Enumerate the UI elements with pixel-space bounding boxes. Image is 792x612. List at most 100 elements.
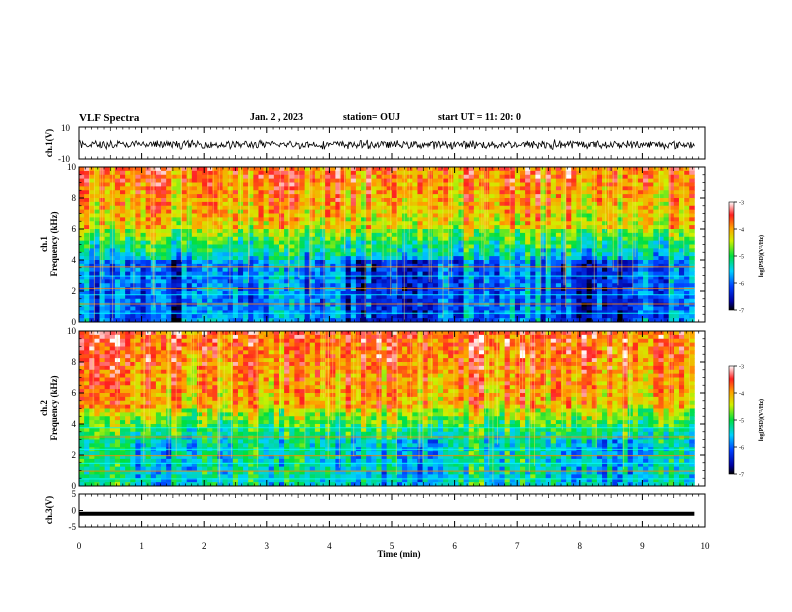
- spectrogram-cell: [248, 201, 254, 207]
- spectrogram-cell: [453, 310, 459, 315]
- spectrogram-cell: [89, 260, 95, 265]
- spectrogram-cell: [663, 213, 670, 218]
- spectrogram-cell: [273, 275, 280, 280]
- spectrogram-cell: [504, 213, 511, 218]
- spectrogram-cell: [627, 194, 634, 199]
- spectrogram-cell: [253, 167, 259, 172]
- spectrogram-cell: [253, 283, 259, 288]
- spectrogram-cell: [135, 302, 141, 307]
- spectrogram-cell: [684, 263, 690, 269]
- spectrogram-cell: [653, 244, 659, 249]
- spectrogram-cell: [504, 174, 511, 180]
- spectrogram-cell: [653, 182, 659, 187]
- spectrogram-cell: [89, 190, 95, 195]
- spectrogram-cell: [176, 271, 182, 276]
- spectrogram-cell: [504, 190, 511, 195]
- spectrogram-cell: [345, 260, 352, 265]
- spectrogram-cell: [309, 318, 316, 323]
- spectrogram-cell: [412, 275, 418, 280]
- spectrogram-cell: [443, 225, 449, 230]
- spectrogram-cell: [171, 225, 177, 230]
- spectrogram-cell: [458, 205, 464, 211]
- spectrogram-cell: [186, 248, 193, 253]
- spectrogram-cell: [612, 221, 618, 226]
- spectrogram-cell: [340, 209, 347, 214]
- spectrogram-cell: [202, 252, 208, 257]
- spectrogram-cell: [596, 205, 603, 211]
- spectrogram-cell: [381, 256, 388, 261]
- spectrogram-cell: [366, 182, 372, 187]
- spectrogram-cell: [109, 190, 116, 195]
- spectrogram-cell: [84, 182, 90, 187]
- spectrogram-cell: [273, 248, 280, 253]
- spectrogram-cell: [468, 201, 475, 207]
- spectrogram-cell: [607, 217, 613, 222]
- spectrogram-cell: [484, 244, 490, 249]
- spectrogram-cell: [109, 287, 116, 292]
- spectrogram-cell: [581, 236, 588, 242]
- spectrogram-cell: [84, 201, 90, 207]
- spectrogram-cell: [448, 306, 454, 311]
- spectrogram-cell: [320, 279, 326, 284]
- spectrogram-cell: [355, 205, 362, 211]
- spectrogram-cell: [596, 186, 603, 191]
- spectrogram-cell: [366, 190, 372, 195]
- spectrogram-cell: [243, 229, 249, 234]
- spectrogram-cell: [273, 201, 280, 207]
- spectrogram-cell: [617, 279, 623, 284]
- spectrogram-cell: [648, 240, 654, 245]
- spectrogram-cell: [355, 318, 362, 323]
- spectrogram-cell: [145, 198, 152, 203]
- spectrogram-cell: [125, 318, 131, 323]
- spectrogram-cell: [484, 306, 490, 311]
- spectrogram-cell: [653, 287, 659, 292]
- spectrogram-cell: [155, 186, 162, 191]
- spectrogram-cell: [222, 236, 229, 242]
- spectrogram-cell: [653, 279, 659, 284]
- spectrogram-cell: [396, 232, 403, 238]
- spectrogram-cell: [309, 287, 316, 292]
- spectrogram-cell: [622, 229, 629, 234]
- spectrogram-cell: [571, 198, 577, 203]
- spectrogram-cell: [478, 291, 485, 296]
- spectrogram-cell: [566, 194, 572, 199]
- spectrogram-cell: [232, 248, 239, 253]
- spectrogram-cell: [632, 167, 639, 172]
- spectrogram-cell: [407, 225, 413, 230]
- spectrogram-band: [79, 266, 695, 268]
- spectrogram-cell: [299, 213, 306, 218]
- spectrogram-cell: [463, 198, 470, 203]
- spectrogram-cell: [350, 256, 357, 261]
- spectrogram-cell: [145, 314, 152, 319]
- spectrogram-cell: [443, 283, 449, 288]
- spectrogram-cell: [217, 291, 223, 296]
- spectrogram-cell: [350, 263, 357, 269]
- spectrogram-cell: [653, 225, 659, 230]
- spectrogram-cell: [468, 287, 475, 292]
- spectrogram-cell: [530, 221, 536, 226]
- spectrogram-cell: [478, 232, 485, 238]
- spectrogram-cell: [381, 229, 388, 234]
- spectrogram-cell: [437, 302, 444, 307]
- spectrogram-cell: [89, 178, 95, 183]
- spectrogram-cell: [689, 275, 695, 280]
- spectrogram-cell: [540, 294, 547, 300]
- spectrogram-cell: [366, 236, 372, 242]
- spectrogram-cell: [140, 221, 147, 226]
- spectrogram-cell: [155, 205, 162, 211]
- spectrogram-cell: [391, 198, 398, 203]
- spectrogram-cell: [581, 271, 588, 276]
- spectrogram-cell: [263, 294, 270, 300]
- spectrogram-cell: [422, 201, 429, 207]
- spectrogram-cell: [607, 167, 613, 172]
- spectrogram-cell: [94, 174, 100, 180]
- spectrogram-cell: [294, 248, 300, 253]
- spectrogram-burst: [484, 167, 486, 241]
- spectrogram-cell: [509, 217, 516, 222]
- spectrogram-cell: [130, 318, 136, 323]
- spectrogram-cell: [448, 271, 454, 276]
- spectrogram-cell: [335, 217, 341, 222]
- spectrogram-empty-strip: [694, 331, 705, 486]
- spectrogram-cell: [520, 182, 526, 187]
- spectrogram-cell: [273, 205, 280, 211]
